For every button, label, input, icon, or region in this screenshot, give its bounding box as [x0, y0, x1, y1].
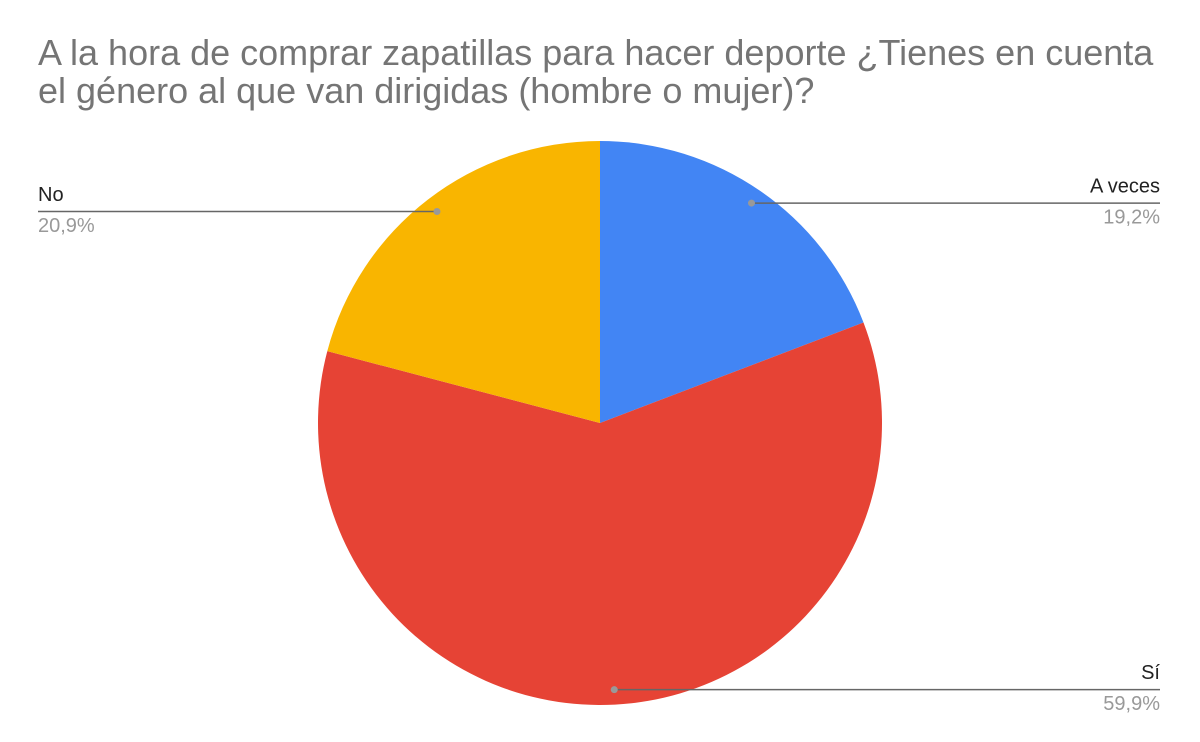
- slice-value-label: 19,2%: [1103, 206, 1160, 228]
- pie-slice: [317, 322, 882, 706]
- slice-label: A veces: [1090, 175, 1160, 197]
- slice-label: No: [38, 184, 64, 206]
- slice-label: Sí: [1141, 662, 1160, 684]
- pie-slice: [600, 141, 864, 423]
- slice-value-label: 59,9%: [1103, 693, 1160, 715]
- leader-dot: [747, 199, 755, 207]
- leader-dot: [610, 686, 618, 694]
- pie-slice: [327, 141, 600, 423]
- slice-value-label: 20,9%: [38, 215, 95, 237]
- chart-title: A la hora de comprar zapatillas para hac…: [38, 32, 1154, 111]
- leader-dot: [433, 207, 441, 215]
